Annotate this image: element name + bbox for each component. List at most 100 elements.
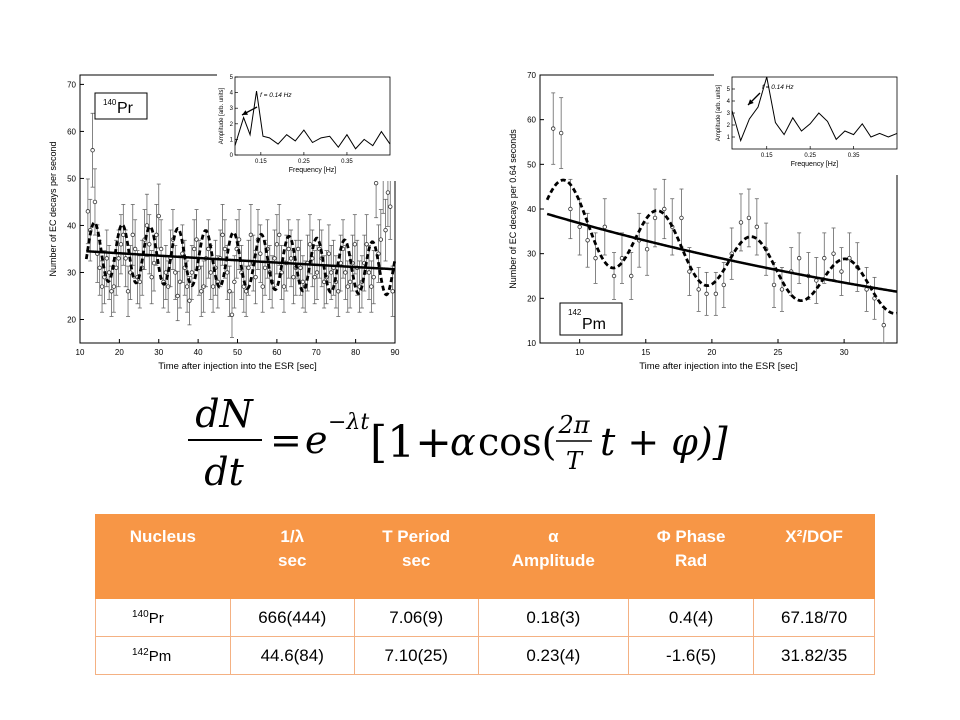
data-point	[199, 289, 204, 294]
data-point	[326, 251, 332, 256]
inset-x-tick-label: 0.15	[255, 159, 267, 165]
header-phase: Φ Phase Rad	[627, 514, 755, 599]
data-point	[222, 246, 228, 252]
inset-y-tick-label: 3	[230, 106, 234, 112]
header-sublabel: Rad	[675, 551, 708, 570]
data-point	[194, 237, 199, 242]
cell-inv-lambda: 44.6(84)	[229, 636, 355, 675]
data-point	[721, 282, 726, 288]
data-point	[243, 289, 249, 294]
data-point	[329, 270, 334, 275]
inset-y-tick-label: 4	[727, 99, 731, 105]
data-point	[274, 242, 280, 247]
data-point	[771, 282, 777, 288]
data-point	[371, 274, 376, 280]
y-tick-label: 70	[527, 71, 536, 80]
data-point	[225, 270, 230, 275]
data-point	[347, 279, 353, 285]
cell-nucleus: 142Pm	[95, 636, 231, 675]
inset-x-axis-label: Frequency [Hz]	[791, 161, 839, 168]
data-point	[114, 265, 119, 270]
cell-chi2: 31.82/35	[753, 636, 875, 675]
data-point	[345, 284, 350, 289]
data-point	[713, 291, 719, 297]
data-point	[373, 180, 379, 186]
data-point	[189, 270, 195, 275]
x-tick-label: 60	[272, 348, 281, 357]
x-tick-label: 20	[707, 348, 716, 357]
x-tick-label: 30	[154, 348, 163, 357]
data-point	[258, 251, 263, 256]
data-point	[132, 246, 138, 252]
data-point	[687, 269, 692, 274]
inset-y-tick-label: 1	[230, 137, 234, 143]
data-point	[180, 251, 185, 256]
data-point	[796, 255, 802, 261]
header-label: Φ Phase	[656, 527, 726, 546]
inset-y-tick-label: 4	[230, 91, 234, 97]
y-tick-label: 30	[67, 268, 76, 277]
cell-period: 7.06(9)	[353, 598, 479, 637]
formula-frac-numerator: 2π	[557, 411, 590, 439]
data-point	[111, 284, 117, 289]
x-tick-label: 80	[351, 348, 360, 357]
data-point	[116, 256, 121, 261]
nucleus-label-symbol: Pr	[117, 100, 134, 117]
data-point	[156, 213, 161, 219]
data-point	[253, 274, 258, 280]
table-row: 142Pm 44.6(84) 7.10(25) 0.23(4) -1.6(5) …	[95, 636, 875, 675]
data-point	[378, 237, 384, 242]
data-point	[92, 199, 98, 205]
data-point	[738, 220, 744, 225]
data-point	[184, 284, 190, 289]
nucleus-mass-number: 140	[132, 608, 149, 620]
x-tick-label: 25	[774, 348, 783, 357]
data-point	[246, 265, 251, 270]
inset-y-tick-label: 2	[230, 122, 234, 128]
data-point	[123, 256, 128, 261]
inset-annotation: f = 0.14 Hz	[762, 84, 794, 91]
data-point	[307, 242, 313, 247]
header-nucleus: Nucleus	[95, 514, 231, 599]
data-point	[779, 287, 785, 292]
cell-chi2: 67.18/70	[753, 598, 875, 637]
data-point	[151, 260, 157, 266]
header-inv-lambda: 1/λ sec	[229, 514, 355, 599]
inset-frame	[234, 76, 391, 156]
data-point	[291, 274, 296, 280]
data-point	[551, 126, 556, 131]
x-tick-label: 90	[391, 348, 400, 357]
inset-y-axis-label: Amplitude [arb. units]	[219, 87, 225, 144]
data-point	[281, 284, 287, 289]
y-tick-label: 60	[527, 116, 536, 125]
formula-base: e	[305, 418, 328, 462]
data-point	[208, 270, 213, 275]
data-point	[106, 270, 112, 275]
data-point	[629, 273, 634, 279]
data-point	[158, 246, 164, 252]
data-point	[99, 284, 105, 289]
header-label: α	[548, 527, 559, 546]
y-tick-label: 40	[67, 221, 76, 230]
data-point	[295, 246, 301, 252]
data-point	[746, 215, 752, 221]
data-point	[814, 278, 819, 283]
data-point	[369, 284, 374, 289]
x-axis-label: Time after injection into the ESR [sec]	[158, 361, 317, 372]
inset-y-tick-label: 5	[230, 75, 234, 81]
cell-period: 7.10(25)	[353, 636, 479, 675]
inset-x-axis-label: Frequency [Hz]	[289, 167, 337, 174]
x-tick-label: 10	[575, 348, 584, 357]
nucleus-symbol: Pm	[148, 647, 172, 665]
data-point	[388, 204, 393, 209]
data-point	[175, 293, 180, 299]
data-point	[679, 215, 684, 221]
cell-nucleus: 140Pr	[95, 598, 231, 637]
formula-lhs-numerator: dN	[195, 392, 254, 436]
data-point	[144, 223, 150, 228]
data-point	[300, 279, 306, 285]
nucleus-mass-number: 142	[132, 646, 149, 658]
formula-equals: =	[270, 418, 302, 462]
data-point	[277, 232, 282, 238]
